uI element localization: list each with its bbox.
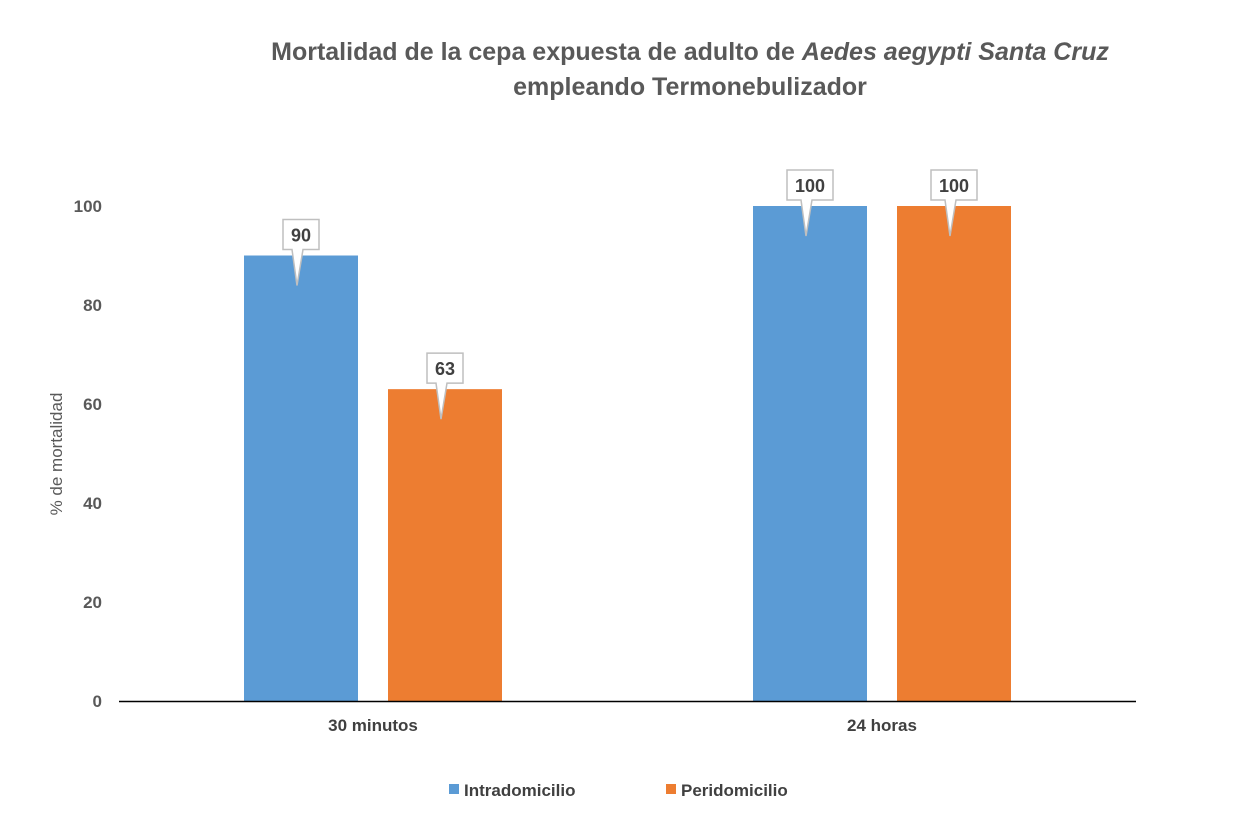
y-tick-label: 100 bbox=[74, 197, 102, 216]
data-label: 63 bbox=[435, 359, 455, 379]
y-tick-label: 80 bbox=[83, 296, 102, 315]
data-label-callout bbox=[930, 169, 978, 237]
bar bbox=[388, 389, 502, 701]
y-axis-label: % de mortalidad bbox=[47, 393, 66, 516]
chart-title-prefix: Mortalidad de la cepa expuesta de adulto… bbox=[271, 38, 802, 66]
y-tick-label: 20 bbox=[83, 593, 102, 612]
y-tick-label: 60 bbox=[83, 395, 102, 414]
bars bbox=[244, 206, 1011, 701]
data-labels: 90 100 63 100 bbox=[282, 169, 978, 420]
data-label-callout bbox=[786, 169, 834, 237]
legend-swatch bbox=[449, 784, 459, 794]
bar bbox=[244, 255, 358, 701]
bar bbox=[897, 206, 1011, 701]
data-label-callout bbox=[282, 218, 320, 286]
chart-title-line2: empleando Termonebulizador bbox=[513, 73, 867, 101]
data-label: 100 bbox=[795, 176, 825, 196]
x-tick-label: 24 horas bbox=[847, 716, 917, 735]
bar bbox=[753, 206, 867, 701]
y-tick-label: 40 bbox=[83, 494, 102, 513]
x-tick-label: 30 minutos bbox=[328, 716, 418, 735]
legend-label: Peridomicilio bbox=[681, 781, 788, 800]
legend: Intradomicilio Peridomicilio bbox=[449, 781, 788, 800]
chart-title-species: Aedes aegypti Santa Cruz bbox=[801, 38, 1109, 66]
legend-swatch bbox=[666, 784, 676, 794]
data-label: 90 bbox=[291, 226, 311, 246]
data-label: 100 bbox=[939, 176, 969, 196]
y-axis: 0 20 40 60 80 100 bbox=[74, 197, 102, 711]
x-axis: 30 minutos 24 horas bbox=[328, 716, 917, 735]
legend-label: Intradomicilio bbox=[464, 781, 575, 800]
data-label-callout bbox=[426, 352, 464, 420]
chart-title-line1: Mortalidad de la cepa expuesta de adulto… bbox=[150, 38, 1230, 67]
y-tick-label: 0 bbox=[93, 692, 102, 711]
